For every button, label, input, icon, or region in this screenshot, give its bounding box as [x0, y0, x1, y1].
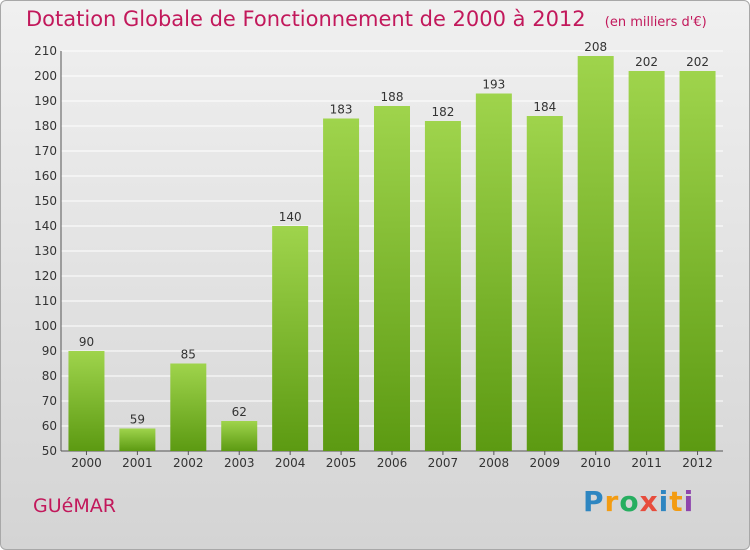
bar-2000: [68, 351, 105, 451]
value-label: 59: [130, 413, 145, 427]
bar-2008: [475, 93, 512, 451]
value-label: 90: [79, 335, 94, 349]
value-label: 182: [431, 105, 454, 119]
y-tick-label: 60: [42, 419, 57, 433]
x-tick-label: 2005: [326, 456, 357, 470]
brand-letter: P: [583, 485, 605, 518]
x-tick-label: 2009: [529, 456, 560, 470]
y-tick-label: 180: [34, 119, 57, 133]
y-tick-label: 100: [34, 319, 57, 333]
brand-letter: i: [658, 485, 670, 518]
value-label: 140: [279, 210, 302, 224]
x-tick-label: 2006: [377, 456, 408, 470]
y-tick-label: 130: [34, 244, 57, 258]
x-tick-label: 2007: [428, 456, 459, 470]
y-tick-label: 120: [34, 269, 57, 283]
value-label: 208: [584, 40, 607, 54]
y-tick-label: 150: [34, 194, 57, 208]
y-tick-label: 210: [34, 44, 57, 58]
y-tick-label: 80: [42, 369, 57, 383]
chart-title: Dotation Globale de Fonctionnement de 20…: [26, 7, 586, 31]
y-tick-label: 160: [34, 169, 57, 183]
x-tick-label: 2004: [275, 456, 306, 470]
value-label: 193: [482, 78, 505, 92]
bar-2003: [221, 421, 258, 451]
x-tick-label: 2010: [580, 456, 611, 470]
y-tick-label: 140: [34, 219, 57, 233]
y-tick-label: 70: [42, 394, 57, 408]
x-tick-label: 2003: [224, 456, 255, 470]
y-tick-label: 170: [34, 144, 57, 158]
x-tick-label: 2012: [682, 456, 713, 470]
y-tick-label: 200: [34, 69, 57, 83]
y-tick-label: 50: [42, 444, 57, 458]
place-name: GUéMAR: [33, 495, 116, 517]
chart-subtitle: (en milliers d'€): [604, 15, 707, 30]
x-tick-label: 2000: [71, 456, 102, 470]
y-tick-label: 90: [42, 344, 57, 358]
y-tick-label: 190: [34, 94, 57, 108]
x-tick-label: 2011: [631, 456, 662, 470]
y-tick-label: 110: [34, 294, 57, 308]
bar-2006: [374, 106, 410, 451]
value-label: 188: [381, 90, 404, 104]
bar-2007: [424, 121, 461, 451]
brand-logo: Proxiti: [583, 485, 694, 518]
value-label: 183: [330, 103, 353, 117]
brand-letter: o: [619, 485, 640, 518]
x-tick-label: 2001: [122, 456, 153, 470]
bar-2009: [526, 116, 563, 451]
bar-2001: [119, 428, 156, 451]
bar-2002: [170, 363, 207, 451]
brand-letter: r: [604, 485, 620, 518]
bar-2011: [628, 71, 665, 451]
value-label: 202: [635, 55, 658, 69]
brand-letter: t: [669, 485, 684, 518]
title-block: Dotation Globale de Fonctionnement de 20…: [26, 7, 707, 31]
value-label: 85: [181, 348, 196, 362]
value-label: 62: [232, 405, 247, 419]
value-label: 202: [686, 55, 709, 69]
bar-2012: [679, 71, 716, 451]
bar-2005: [323, 118, 360, 451]
x-tick-label: 2002: [173, 456, 204, 470]
brand-letter: i: [683, 485, 695, 518]
x-tick-label: 2008: [479, 456, 510, 470]
bar-2004: [272, 226, 309, 451]
value-label: 184: [533, 100, 556, 114]
brand-letter: x: [639, 485, 659, 518]
bar-2010: [577, 56, 614, 451]
